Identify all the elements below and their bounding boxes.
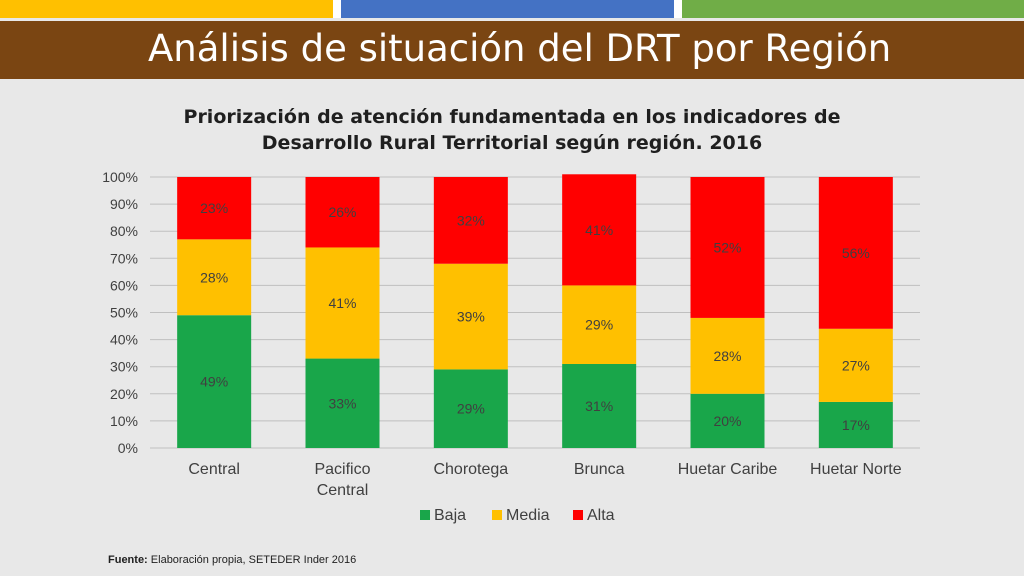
y-tick-label: 50%: [110, 305, 138, 321]
data-label: 23%: [200, 200, 228, 216]
x-tick-label: Pacifico: [314, 461, 370, 478]
bar-baja: [305, 358, 380, 448]
y-tick-label: 30%: [110, 359, 138, 375]
x-tick-label: Central: [317, 482, 369, 499]
top-color-stripe: [0, 0, 1024, 18]
chart-title: Priorización de atención fundamentada en…: [0, 104, 1024, 156]
legend-swatch-media: [492, 510, 502, 520]
bar-media: [177, 239, 252, 316]
data-label: 39%: [457, 309, 485, 325]
x-tick-label: Huetar Caribe: [678, 461, 778, 478]
data-label: 49%: [200, 374, 228, 390]
data-label: 32%: [457, 212, 485, 228]
bar-baja: [818, 401, 893, 448]
x-tick-label: Chorotega: [433, 461, 508, 478]
bar-baja: [177, 315, 252, 448]
bar-media: [305, 247, 380, 359]
data-label: 29%: [585, 317, 613, 333]
bar-baja: [433, 369, 508, 448]
legend-label-alta: Alta: [587, 507, 615, 524]
data-label: 17%: [842, 417, 870, 433]
slide-title: Análisis de situación del DRT por Región: [148, 27, 892, 70]
data-label: 52%: [713, 239, 741, 255]
y-tick-label: 60%: [110, 277, 138, 293]
chart-title-line-2: Desarrollo Rural Territorial según regió…: [261, 132, 763, 154]
data-label: 20%: [713, 413, 741, 429]
title-bar: Análisis de situación del DRT por Región: [0, 21, 1024, 79]
y-tick-label: 90%: [110, 196, 138, 212]
legend-swatch-baja: [420, 510, 430, 520]
y-tick-label: 20%: [110, 386, 138, 402]
bar-alta: [177, 177, 252, 240]
x-tick-label: Brunca: [574, 461, 625, 478]
stripe-gap: [333, 0, 341, 18]
legend-swatch-alta: [573, 510, 583, 520]
data-label: 41%: [585, 222, 613, 238]
data-label: 29%: [457, 401, 485, 417]
data-label: 31%: [585, 398, 613, 414]
x-tick-label: Huetar Norte: [810, 461, 902, 478]
bar-media: [690, 317, 765, 394]
data-label: 28%: [200, 269, 228, 285]
bar-media: [562, 285, 637, 364]
source-footer: Fuente: Elaboración propia, SETEDER Inde…: [108, 554, 356, 566]
bar-alta: [562, 174, 637, 286]
bar-baja: [690, 393, 765, 448]
bar-baja: [562, 363, 637, 448]
stripe-segment-yellow: [0, 0, 333, 18]
stripe-segment-blue: [341, 0, 674, 18]
chart-title-line-1: Priorización de atención fundamentada en…: [183, 106, 841, 128]
bar-alta: [818, 177, 893, 329]
y-tick-label: 70%: [110, 250, 138, 266]
y-tick-label: 40%: [110, 332, 138, 348]
y-tick-label: 80%: [110, 223, 138, 239]
source-label: Fuente:: [108, 554, 148, 566]
legend-label-baja: Baja: [434, 507, 466, 524]
bar-media: [818, 328, 893, 402]
bar-media: [433, 263, 508, 370]
data-label: 33%: [328, 395, 356, 411]
data-label: 28%: [713, 348, 741, 364]
bar-alta: [305, 177, 380, 248]
bar-alta: [690, 177, 765, 318]
bar-alta: [433, 177, 508, 264]
stripe-gap: [674, 0, 682, 18]
data-label: 41%: [328, 295, 356, 311]
data-label: 26%: [328, 204, 356, 220]
data-label: 56%: [842, 245, 870, 261]
stripe-segment-green: [682, 0, 1024, 18]
legend-label-media: Media: [506, 507, 550, 524]
source-text: Elaboración propia, SETEDER Inder 2016: [147, 554, 357, 566]
x-tick-label: Central: [188, 461, 240, 478]
data-label: 27%: [842, 357, 870, 373]
y-tick-label: 10%: [110, 413, 138, 429]
y-tick-label: 100%: [102, 169, 138, 185]
y-tick-label: 0%: [118, 440, 138, 456]
